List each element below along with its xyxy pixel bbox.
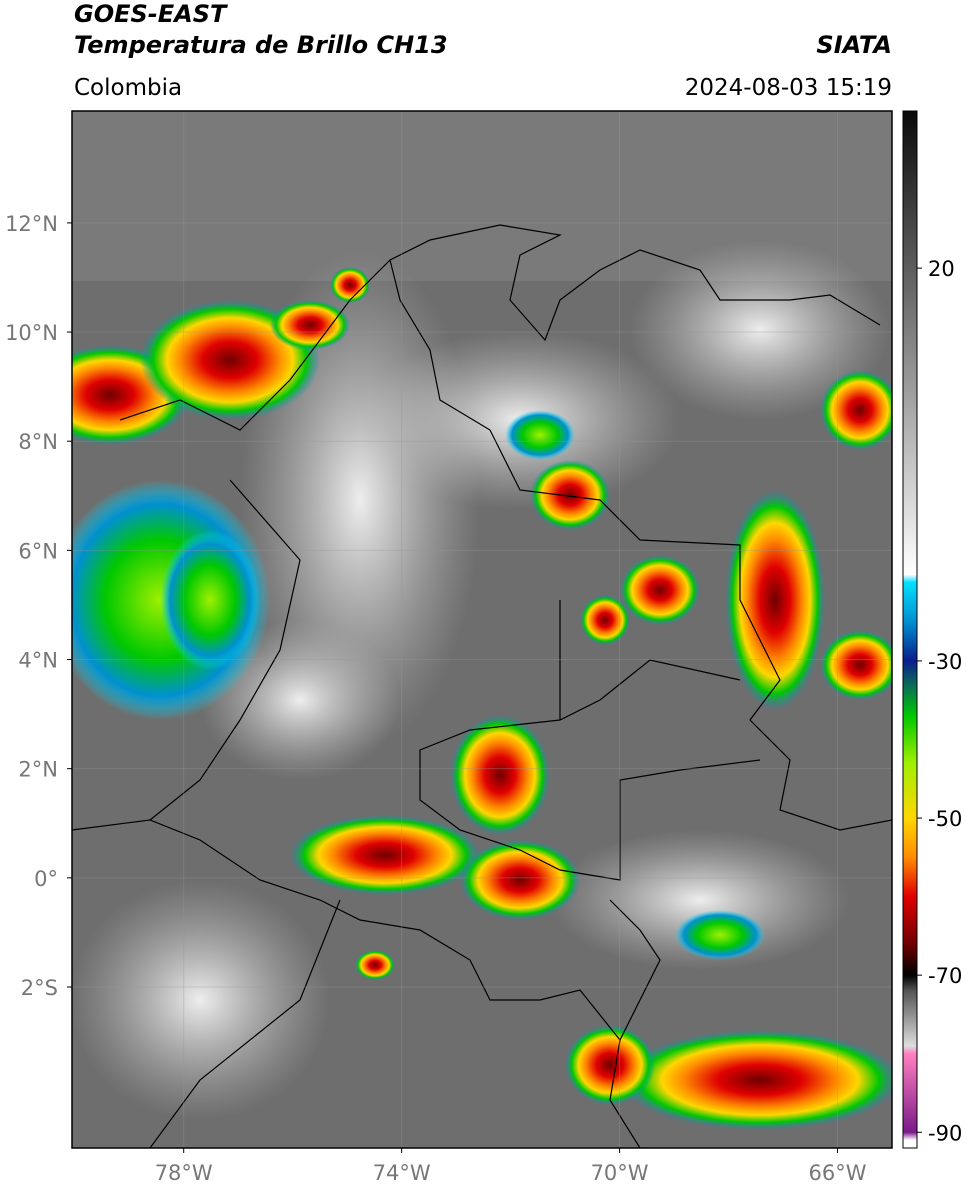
map-frame	[71, 110, 893, 1149]
y-tick-label: 2°N	[18, 758, 58, 782]
colorbar-tick-label: 20	[928, 257, 955, 281]
colorbar-tick-label: -50	[928, 807, 962, 831]
y-tick-label: 2°S	[21, 976, 58, 1000]
colorbar-tick-label: -90	[928, 1121, 962, 1145]
colorbar: 20 -30 -50 -70 -90	[902, 110, 962, 1149]
x-tick-label: 66°W	[809, 1161, 867, 1185]
colorbar-tick-label: -30	[928, 650, 962, 674]
colorbar-fill	[902, 110, 918, 1149]
y-tick-label: 8°N	[18, 430, 58, 454]
colorbar-tick-label: -70	[928, 964, 962, 988]
storms	[72, 267, 892, 1130]
source: SIATA	[816, 31, 892, 59]
gridlines	[72, 111, 892, 1148]
y-tick-label: 4°N	[18, 649, 58, 673]
borders	[72, 224, 892, 1148]
y-tick-label: 0°	[34, 867, 58, 891]
title: GOES-EAST	[74, 0, 228, 28]
x-tick-label: 78°W	[155, 1161, 213, 1185]
subtitle: Temperatura de Brillo CH13	[74, 31, 448, 59]
datetime: 2024-08-03 15:19	[685, 75, 892, 101]
header: GOES-EAST Temperatura de Brillo CH13 SIA…	[74, 0, 892, 101]
x-tick-label: 74°W	[373, 1161, 431, 1185]
y-tick-label: 10°N	[5, 321, 58, 345]
y-tick-label: 6°N	[18, 539, 58, 563]
region: Colombia	[74, 75, 182, 101]
x-tick-label: 70°W	[591, 1161, 649, 1185]
y-tick-label: 12°N	[5, 212, 58, 236]
satellite-image	[72, 111, 892, 1148]
